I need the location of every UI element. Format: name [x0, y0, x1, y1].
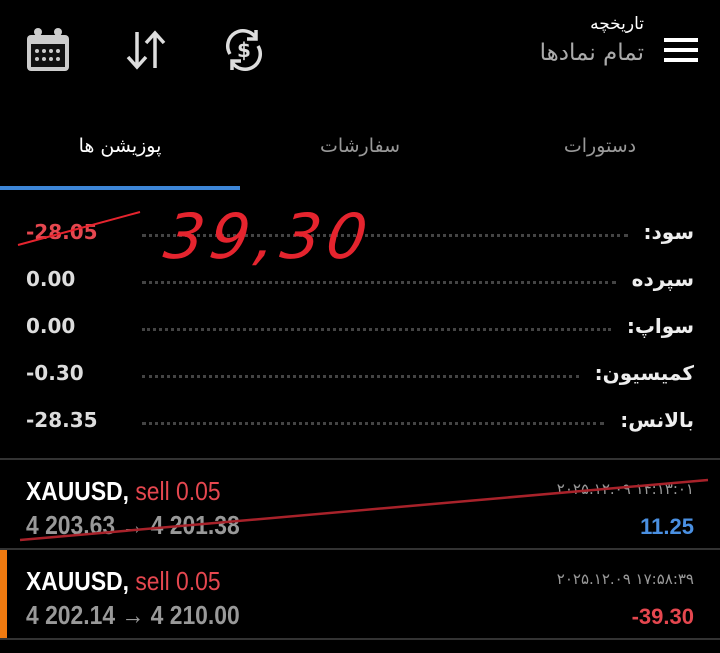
- profit: 11.25: [640, 514, 694, 539]
- handwritten-annotation: 39,30: [159, 200, 378, 273]
- summary-swap: 0.00 سواپ:: [0, 302, 720, 349]
- currency-exchange-icon[interactable]: $: [220, 26, 268, 74]
- time: ۲۰۲۵.۱۲.۰۹ ۱۴:۱۳:۰۱: [556, 480, 694, 498]
- sort-icon[interactable]: [122, 26, 170, 74]
- time: ۲۰۲۵.۱۲.۰۹ ۱۷:۵۸:۳۹: [556, 570, 694, 588]
- svg-text:$: $: [237, 38, 251, 62]
- summary-commission: -0.30 کمیسیون:: [0, 349, 720, 396]
- swap-value: 0.00: [26, 313, 76, 338]
- deposit-value: 0.00: [26, 266, 76, 291]
- tab-positions[interactable]: پوزیشن ها: [0, 110, 240, 190]
- balance-label: بالانس:: [620, 407, 694, 432]
- tab-orders[interactable]: سفارشات: [319, 135, 401, 157]
- positions-list: XAUUSD, sell 0.05 4 203.63 → 4 201.38 ۲۰…: [0, 458, 720, 640]
- profit-label: سود:: [643, 219, 694, 244]
- list-item[interactable]: XAUUSD, sell 0.05 4 202.14 → 4 210.00 ۲۰…: [0, 550, 720, 640]
- calendar-icon[interactable]: [24, 26, 72, 74]
- tabs: پوزیشن ها سفارشات دستورات: [0, 110, 720, 190]
- symbol: XAUUSD, sell 0.05: [26, 476, 221, 506]
- side-volume: sell 0.05: [135, 476, 221, 506]
- page-title: تاریخچه تمام نمادها: [540, 14, 644, 66]
- toolbar: تاریخچه تمام نمادها $: [0, 0, 720, 110]
- summary: -28.05 سود: 0.00 سپرده 0.00 سواپ: -0.30 کمیس…: [0, 208, 720, 443]
- title: تاریخچه: [590, 14, 644, 34]
- swap-label: سواپ:: [626, 313, 694, 338]
- summary-balance: -28.35 بالانس:: [0, 396, 720, 443]
- commission-value: -0.30: [26, 360, 84, 385]
- profit: -39.30: [631, 604, 694, 629]
- profit-value: -28.05: [26, 219, 98, 244]
- prices: 4 202.14 → 4 210.00: [26, 600, 240, 630]
- balance-value: -28.35: [26, 407, 98, 432]
- summary-deposit: 0.00 سپرده: [0, 255, 720, 302]
- symbol-filter[interactable]: تمام نمادها: [539, 40, 644, 66]
- deposit-label: سپرده: [631, 266, 694, 291]
- prices: 4 203.63 → 4 201.38: [26, 510, 240, 540]
- symbol: XAUUSD, sell 0.05: [26, 566, 221, 596]
- tab-deals[interactable]: دستورات: [563, 135, 637, 157]
- menu-icon[interactable]: [664, 38, 698, 62]
- commission-label: کمیسیون:: [594, 360, 694, 385]
- list-item[interactable]: XAUUSD, sell 0.05 4 203.63 → 4 201.38 ۲۰…: [0, 460, 720, 550]
- side-volume: sell 0.05: [135, 566, 221, 596]
